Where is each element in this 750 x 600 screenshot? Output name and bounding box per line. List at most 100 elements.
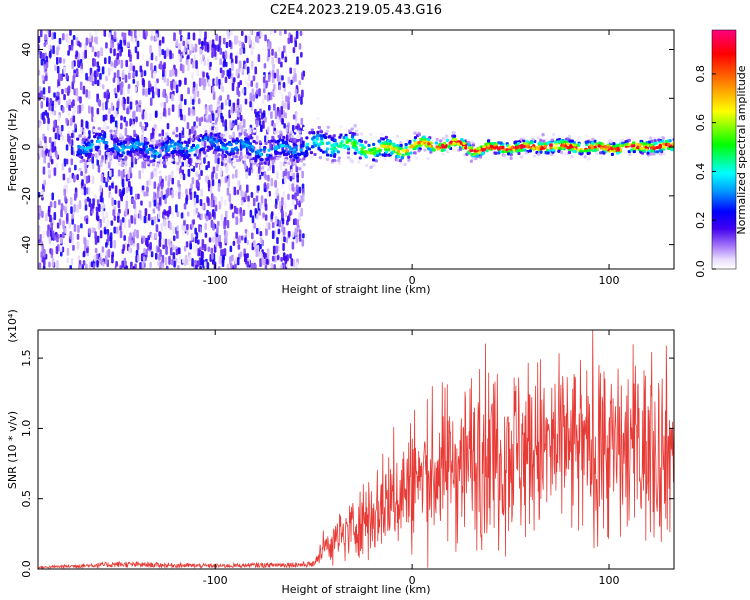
noise-cell <box>164 238 168 248</box>
noise-cell <box>294 218 297 226</box>
noise-cell <box>220 112 223 120</box>
noise-cell <box>50 222 53 231</box>
noise-cell <box>154 168 158 177</box>
noise-cell <box>191 125 194 134</box>
noise-cell <box>108 185 112 192</box>
noise-cell <box>255 248 259 258</box>
noise-cell <box>210 105 213 112</box>
noise-cell <box>280 61 283 68</box>
noise-cell <box>166 78 170 87</box>
noise-cell <box>211 179 215 187</box>
noise-cell <box>247 195 250 202</box>
noise-cell <box>73 105 76 113</box>
noise-cell <box>278 220 282 228</box>
noise-cell <box>272 63 275 70</box>
noise-cell <box>235 68 239 77</box>
noise-cell <box>157 261 160 267</box>
noise-cell <box>192 61 195 69</box>
noise-cell <box>126 107 129 115</box>
noise-cell <box>41 74 45 81</box>
noise-cell <box>100 173 104 183</box>
noise-cell <box>256 35 260 44</box>
band-cell <box>244 154 248 158</box>
band-cell <box>372 142 376 146</box>
noise-cell <box>157 246 160 253</box>
noise-cell <box>236 180 240 188</box>
noise-cell <box>121 69 125 79</box>
noise-cell <box>98 203 101 212</box>
noise-cell <box>141 161 145 170</box>
noise-cell <box>76 233 80 240</box>
noise-cell <box>198 77 202 87</box>
noise-cell <box>154 56 158 62</box>
noise-cell <box>217 220 220 227</box>
noise-cell <box>295 235 299 244</box>
noise-cell <box>134 193 138 201</box>
noise-cell <box>281 224 284 233</box>
noise-cell <box>164 198 167 205</box>
noise-cell <box>143 215 147 224</box>
noise-cell <box>250 47 254 56</box>
noise-cell <box>72 115 76 123</box>
noise-cell <box>68 98 71 106</box>
noise-cell <box>147 80 151 89</box>
noise-cell <box>284 212 288 218</box>
noise-cell <box>255 82 259 89</box>
noise-cell <box>267 126 270 133</box>
noise-cell <box>78 200 82 210</box>
noise-cell <box>128 180 131 188</box>
noise-cell <box>230 73 234 80</box>
noise-cell <box>59 237 63 244</box>
noise-cell <box>185 188 188 196</box>
band-cell <box>316 117 320 121</box>
noise-cell <box>239 213 243 223</box>
noise-cell <box>200 188 203 198</box>
noise-cell <box>231 173 235 179</box>
noise-cell <box>177 180 180 188</box>
noise-cell <box>279 161 283 171</box>
noise-cell <box>263 63 267 69</box>
noise-cell <box>235 169 238 179</box>
band-cell <box>281 138 285 142</box>
noise-cell <box>124 160 128 167</box>
noise-cell <box>73 204 76 213</box>
noise-cell <box>115 226 119 234</box>
noise-cell <box>88 130 91 139</box>
noise-cell <box>171 177 175 185</box>
band-cell <box>248 127 252 131</box>
noise-cell <box>268 190 271 197</box>
noise-cell <box>53 167 57 176</box>
noise-cell <box>281 51 284 59</box>
noise-cell <box>274 179 278 189</box>
noise-cell <box>134 157 138 165</box>
noise-cell <box>109 235 112 242</box>
noise-cell <box>193 130 197 136</box>
noise-cell <box>121 32 124 38</box>
noise-cell <box>186 223 189 231</box>
noise-cell <box>266 56 270 62</box>
noise-cell <box>139 65 143 73</box>
band-cell <box>298 167 302 171</box>
noise-cell <box>96 108 100 115</box>
noise-cell <box>70 158 74 166</box>
noise-cell <box>68 174 72 184</box>
noise-cell <box>211 39 215 48</box>
noise-cell <box>262 110 266 118</box>
noise-cell <box>153 199 157 207</box>
noise-cell <box>171 68 175 77</box>
noise-cell <box>142 88 145 96</box>
noise-cell <box>198 38 201 45</box>
noise-cell <box>197 98 201 105</box>
noise-cell <box>83 236 86 245</box>
noise-cell <box>42 95 46 101</box>
noise-cell <box>179 101 183 110</box>
noise-cell <box>263 94 267 100</box>
noise-cell <box>244 98 248 105</box>
noise-cell <box>247 73 251 82</box>
noise-cell <box>235 231 238 239</box>
noise-cell <box>64 87 68 94</box>
noise-cell <box>69 197 73 206</box>
noise-cell <box>39 30 43 38</box>
noise-cell <box>282 82 286 88</box>
noise-cell <box>281 75 284 81</box>
